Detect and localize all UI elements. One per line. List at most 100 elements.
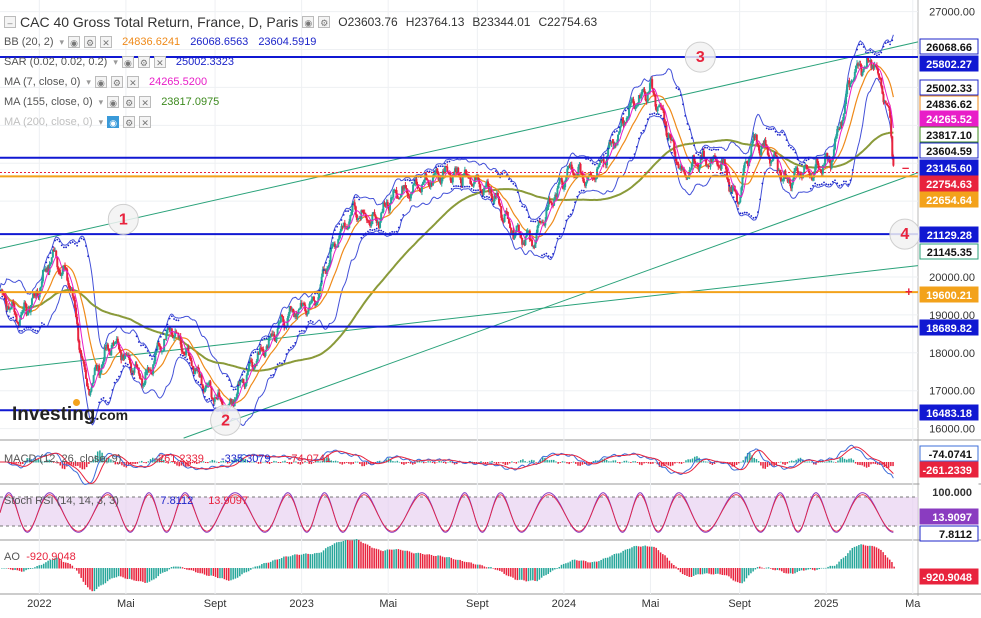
sar-dot (353, 196, 356, 199)
macd-bar (632, 461, 634, 463)
chevron-down-icon[interactable]: ▾ (86, 76, 91, 87)
candle-body (132, 370, 135, 373)
sar-dot (380, 229, 383, 232)
price-label-box (919, 142, 979, 159)
macd-bar (121, 462, 123, 466)
macd-bar (462, 462, 465, 464)
eye-icon[interactable]: ◉ (107, 96, 120, 108)
candle-body (662, 107, 665, 111)
sar-dot (444, 162, 446, 165)
sar-dot (677, 88, 680, 91)
candle-body (323, 269, 326, 271)
candle-body (643, 89, 646, 93)
chevron-down-icon[interactable]: ▾ (98, 96, 104, 107)
indicator-name[interactable]: MA (7, close, 0) (4, 76, 81, 88)
candle-body (867, 58, 870, 61)
macd-bar (830, 460, 833, 463)
chevron-down-icon[interactable]: ▾ (113, 56, 118, 67)
eye-icon[interactable]: ◉ (68, 36, 81, 48)
indicator-name[interactable]: SAR (0.02, 0.02, 0.2) (4, 56, 108, 68)
candle-body (240, 380, 243, 382)
candle-body (334, 246, 337, 248)
candle-body (450, 180, 453, 183)
candle-body (202, 388, 205, 393)
settings-icon[interactable]: ⚙ (137, 56, 150, 68)
ao-bar (703, 568, 706, 574)
settings-icon[interactable]: ⚙ (110, 76, 123, 88)
sar-dot (622, 112, 625, 115)
ao-bar (117, 568, 120, 577)
ao-bar (397, 549, 400, 569)
ao-bar (554, 568, 556, 570)
eye-icon[interactable]: ◉ (94, 76, 107, 88)
sar-dot (856, 48, 858, 51)
chevron-down-icon[interactable]: ▾ (98, 116, 104, 127)
macd-bar (356, 461, 359, 463)
sar-dot (263, 337, 266, 340)
candle-body (684, 172, 687, 176)
ao-bar (159, 568, 162, 574)
sar-dot (644, 124, 647, 127)
candle-body (399, 194, 402, 198)
settings-icon[interactable]: ⚙ (123, 116, 136, 128)
candle-body (887, 105, 890, 108)
candle-body (89, 391, 92, 395)
macd-bar (764, 462, 767, 469)
macd-bar (99, 450, 101, 463)
ao-bar (666, 557, 668, 569)
ao-bar (34, 567, 36, 569)
candle-body (495, 193, 498, 198)
settings-icon[interactable]: ⚙ (123, 96, 136, 108)
close-icon[interactable]: ✕ (126, 76, 139, 88)
candle-body (717, 164, 720, 167)
candle-body (104, 347, 107, 349)
sar-dot (360, 236, 363, 239)
candle-body (453, 168, 456, 173)
collapse-icon[interactable]: – (4, 16, 16, 28)
sar-dot (501, 173, 504, 175)
chevron-down-icon[interactable]: ▾ (59, 36, 65, 47)
ao-bar (139, 568, 142, 582)
sar-dot (331, 236, 334, 239)
candle-body (133, 367, 136, 373)
sar-dot (829, 183, 832, 186)
candle-body (72, 295, 75, 300)
macd-bar (85, 462, 88, 468)
sar-dot (558, 235, 561, 238)
ao-bar (578, 560, 580, 569)
ao-bar (377, 549, 380, 569)
eye-icon[interactable]: ◉ (121, 56, 134, 68)
ao-bar (465, 562, 468, 569)
close-icon[interactable]: ✕ (100, 36, 113, 48)
close-icon[interactable]: ✕ (153, 56, 166, 68)
settings-icon[interactable]: ⚙ (84, 36, 97, 48)
sar-dot (479, 191, 482, 193)
macd-bar (546, 459, 548, 463)
close-icon[interactable]: ✕ (139, 96, 152, 108)
ao-bar (877, 548, 880, 569)
ao-bar (659, 552, 662, 569)
eye-icon[interactable]: ◉ (302, 16, 315, 28)
ao-bar (214, 568, 217, 577)
candle-body (115, 338, 118, 342)
indicator-name[interactable]: BB (20, 2) (4, 36, 54, 48)
settings-icon[interactable]: ⚙ (318, 16, 331, 28)
candle-body (854, 65, 857, 72)
ao-bar (318, 552, 320, 569)
indicator-name[interactable]: MA (200, close, 0) (4, 116, 93, 128)
macd-bar (248, 462, 251, 463)
candle-body (568, 165, 571, 167)
sar-dot (699, 152, 702, 154)
macd-bar (224, 461, 227, 463)
eye-icon[interactable]: ◉ (107, 116, 120, 128)
macd-bar (365, 462, 368, 465)
candle-body (423, 179, 426, 183)
ao-bar (128, 568, 131, 579)
indicator-name[interactable]: MA (155, close, 0) (4, 96, 93, 108)
close-icon[interactable]: ✕ (139, 116, 152, 128)
price-label: 26068.66 (926, 42, 972, 54)
candle-body (46, 266, 49, 273)
candle-body (607, 148, 610, 157)
ao-bar (236, 568, 239, 578)
